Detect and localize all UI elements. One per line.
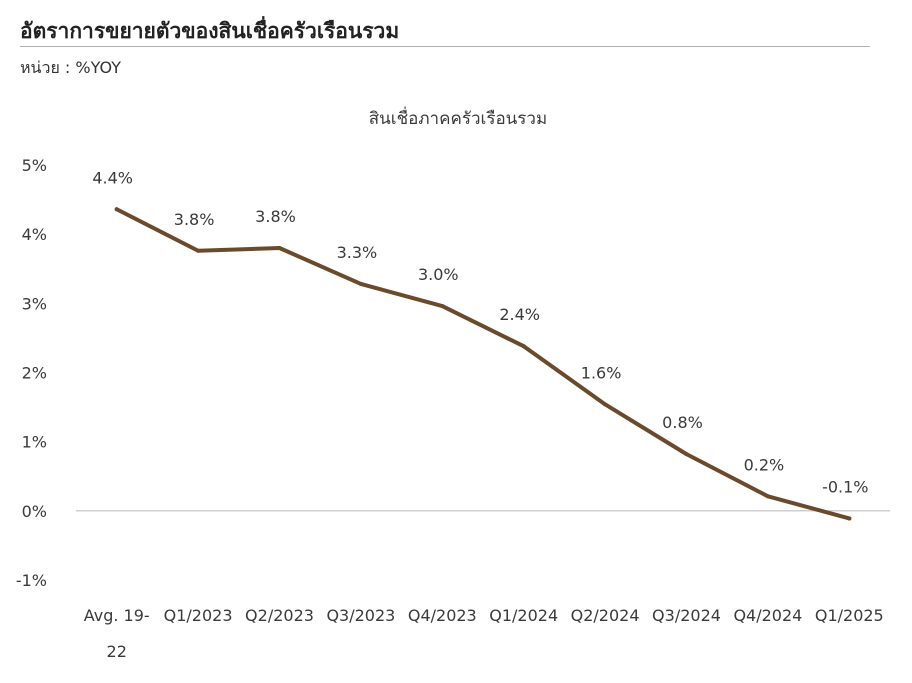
data-label: -0.1% [822,477,868,496]
x-tick-label: Q1/2025 [815,606,884,625]
title-divider [20,46,870,47]
chart-title: สินเชื่อภาคครัวเรือนรวม [369,106,547,129]
data-label: 1.6% [581,363,622,382]
series-layer [114,207,852,521]
data-label: 3.3% [337,243,378,262]
data-point [358,281,363,286]
y-tick-label: 4% [22,225,47,244]
data-label: 3.0% [418,265,459,284]
page-title: อัตราการขยายตัวของสินเชื่อครัวเรือนรวม [20,19,400,43]
x-tick-label: Q1/2023 [164,606,233,625]
data-point [440,304,445,309]
data-label: 4.4% [92,168,133,187]
x-tick-label: Q4/2024 [733,606,802,625]
x-tick-label: Q2/2024 [571,606,640,625]
data-point [847,516,852,521]
x-axis: Avg. 19-22 Q1/2023 Q2/2023 Q3/2023 Q4/2023 Q1… [76,510,890,661]
data-label: 2.4% [499,305,540,324]
data-label: 0.2% [744,455,785,474]
data-labels: 4.4% 3.8% 3.8% 3.3% 3.0% 2.4% 1.6% 0.8% 0.2% -0.1… [92,168,868,496]
data-point [765,494,770,499]
data-label: 3.8% [255,207,296,226]
series-line [114,207,852,521]
data-point [277,246,282,250]
y-tick-label: 2% [22,364,47,383]
data-point [603,402,608,407]
y-tick-label: 1% [22,433,47,452]
y-axis: 5% 4% 3% 2% 1% 0% -1% [16,156,47,590]
x-tick-label: Q1/2024 [489,606,558,625]
x-tick-label: Avg. 19-22 [84,606,150,661]
x-tick-label: Q3/2023 [326,606,395,625]
data-point [114,207,119,212]
data-point [684,452,689,457]
data-label: 3.8% [174,210,215,229]
data-point [521,344,526,349]
x-tick-label: Q3/2024 [652,606,721,625]
y-tick-label: -1% [16,571,47,590]
unit-label: หน่วย : %YOY [20,58,121,77]
y-tick-label: 0% [22,502,47,521]
x-tick-label: Q2/2023 [245,606,314,625]
y-tick-label: 3% [22,294,47,313]
y-tick-label: 5% [22,156,47,175]
data-point [196,248,201,253]
x-tick-label: Q4/2023 [408,606,477,625]
data-label: 0.8% [662,413,703,432]
